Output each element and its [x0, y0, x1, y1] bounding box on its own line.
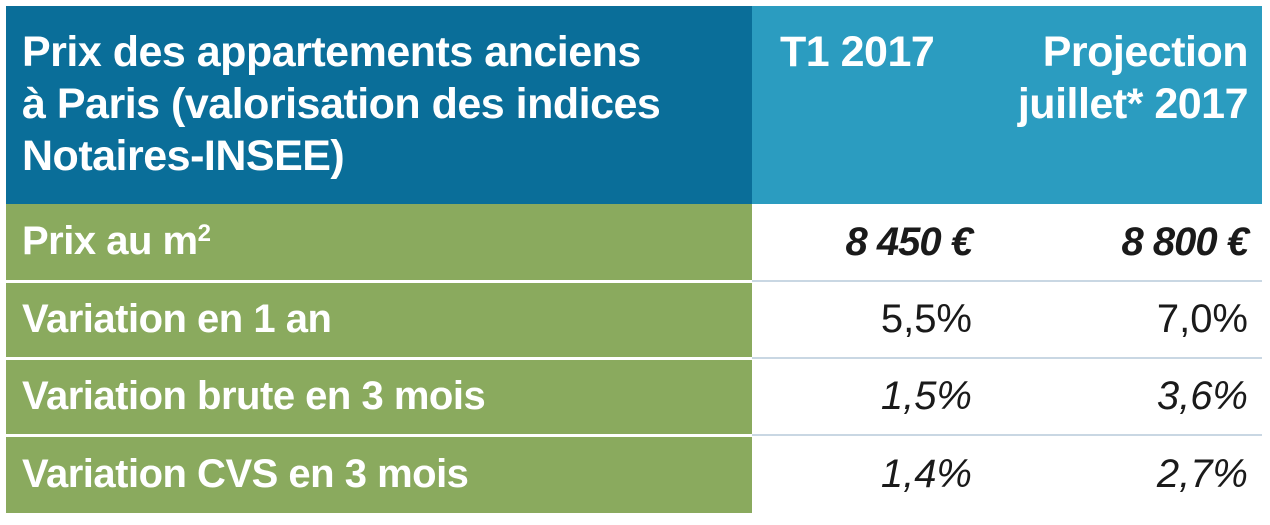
- value-proj-variation-brute: 3,6%: [984, 358, 1262, 436]
- value-t1-variation-brute: 1,5%: [752, 358, 984, 436]
- value-proj-prix-m2: 8 800 €: [984, 204, 1262, 282]
- row-label-variation-cvs: Variation CVS en 3 mois: [6, 435, 752, 513]
- price-table: Prix des appartements anciens à Paris (v…: [6, 6, 1262, 513]
- table-row: Variation brute en 3 mois 1,5% 3,6%: [6, 358, 1262, 437]
- header-projection-line-2: juillet* 2017: [1017, 80, 1249, 128]
- header-projection-cell: Projection juillet* 2017: [984, 6, 1262, 204]
- table-row: Variation en 1 an 5,5% 7,0%: [6, 281, 1262, 360]
- row-label-superscript: 2: [197, 220, 211, 248]
- row-label-prix-m2: Prix au m2: [6, 204, 752, 283]
- row-label-variation-brute: Variation brute en 3 mois: [6, 358, 752, 437]
- header-label-line-3: Notaires-INSEE): [22, 132, 345, 180]
- header-label-line-2: à Paris (valorisation des indices: [22, 80, 661, 128]
- table-header-row: Prix des appartements anciens à Paris (v…: [6, 6, 1262, 204]
- row-label-text: Prix au m: [22, 219, 198, 264]
- header-t1-2017: T1 2017: [752, 6, 984, 204]
- table-row: Variation CVS en 3 mois 1,4% 2,7%: [6, 435, 1262, 513]
- value-t1-prix-m2: 8 450 €: [752, 204, 984, 282]
- header-projection-line-1: Projection: [1042, 28, 1249, 76]
- value-t1-variation-1-an: 5,5%: [752, 281, 984, 359]
- value-proj-variation-cvs: 2,7%: [984, 435, 1262, 513]
- header-label-line-1: Prix des appartements anciens: [22, 28, 641, 76]
- value-t1-variation-cvs: 1,4%: [752, 435, 984, 513]
- header-label-cell: Prix des appartements anciens à Paris (v…: [6, 6, 752, 204]
- value-proj-variation-1-an: 7,0%: [984, 281, 1262, 359]
- row-label-variation-1-an: Variation en 1 an: [6, 281, 752, 360]
- table-row: Prix au m2 8 450 € 8 800 €: [6, 204, 1262, 283]
